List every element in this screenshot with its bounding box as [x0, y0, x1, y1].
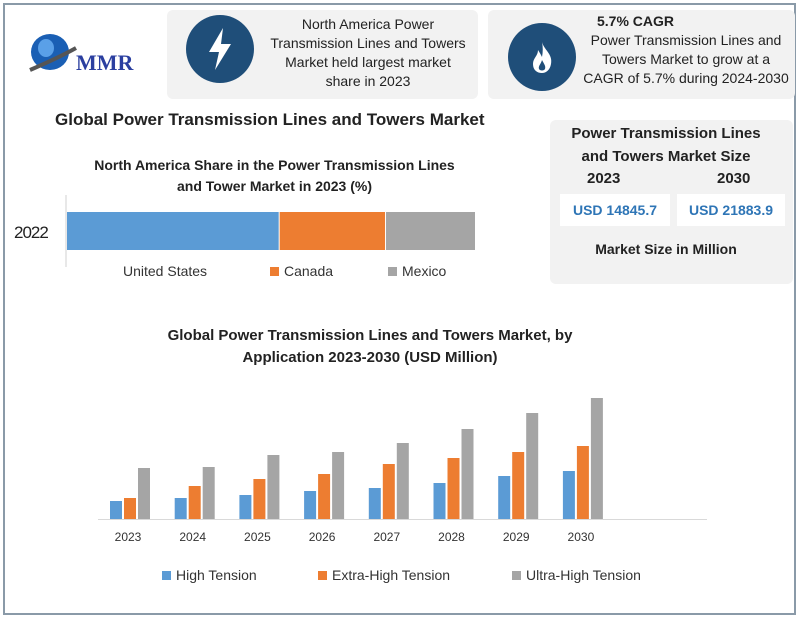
bar-2028-ultra-high-tension [461, 429, 474, 519]
bar-2023-ultra-high-tension [138, 468, 150, 519]
bar-2026-extra-high-tension [318, 474, 331, 519]
legend-high-tension: High Tension [162, 567, 257, 583]
value-2030: USD 21883.9 [677, 194, 785, 226]
flame-icon [508, 23, 576, 91]
bar-2025-high-tension [239, 495, 252, 519]
legend-united-states: United States [123, 263, 207, 279]
application-chart-title: Global Power Transmission Lines and Towe… [167, 327, 573, 366]
info-right-text: Power Transmission Lines and Towers Mark… [583, 32, 789, 86]
legend-label: Mexico [402, 263, 447, 279]
info-left-text: North America Power Transmission Lines a… [270, 16, 466, 89]
application-chart: 2023 2024 2025 2026 2027 2028 2029 2030 [98, 398, 707, 544]
bar-2027-extra-high-tension [382, 464, 395, 519]
x-tick-label: 2025 [244, 530, 271, 544]
x-tick-label: 2026 [309, 530, 336, 544]
bar-2026-high-tension [304, 491, 317, 519]
lightning-bolt-icon [186, 15, 254, 83]
bar-2030-extra-high-tension [576, 446, 589, 519]
share-category-label: 2022 [14, 223, 49, 242]
market-size-footer: Market Size in Million [595, 241, 737, 257]
x-tick-label: 2027 [373, 530, 400, 544]
legend-label: United States [123, 263, 208, 279]
bar-2028-extra-high-tension [447, 458, 460, 519]
x-tick-label: 2030 [568, 530, 595, 544]
bar-2029-high-tension [498, 476, 511, 519]
legend-label: Ultra-High Tension [526, 567, 641, 583]
bar-2030-ultra-high-tension [590, 398, 603, 519]
legend-label: Extra-High Tension [332, 567, 451, 583]
share-chart-title: North America Share in the Power Transmi… [94, 157, 455, 194]
bar-2029-ultra-high-tension [526, 413, 539, 519]
legend-swatch [162, 570, 171, 580]
year-2023: 2023 [587, 170, 621, 187]
bar-2026-ultra-high-tension [332, 452, 345, 519]
bar-2025-ultra-high-tension [267, 455, 280, 519]
x-tick-label: 2028 [438, 530, 465, 544]
bar-canada [279, 212, 386, 250]
bar-2024-extra-high-tension [188, 486, 201, 519]
bar-2030-high-tension [562, 471, 575, 519]
legend-swatch [388, 266, 397, 276]
bar-united-states [67, 212, 279, 250]
year-2030: 2030 [717, 170, 751, 187]
infographic-frame [3, 3, 796, 615]
legend-label: Canada [284, 263, 334, 279]
bar-2024-ultra-high-tension [202, 467, 215, 519]
bar-2023-high-tension [110, 501, 122, 519]
market-size-title: Power Transmission Lines and Towers Mark… [571, 125, 761, 165]
bar-2023-extra-high-tension [124, 498, 136, 519]
x-tick-label: 2024 [179, 530, 206, 544]
legend-mexico: Mexico [388, 263, 446, 279]
legend-swatch [318, 570, 327, 580]
mmr-logo: MMR [28, 28, 143, 78]
x-tick-label: 2029 [503, 530, 530, 544]
legend-canada: Canada [270, 263, 333, 279]
legend-label: High Tension [176, 567, 257, 583]
main-title: Global Power Transmission Lines and Towe… [55, 110, 485, 129]
bar-2027-high-tension [368, 488, 381, 519]
legend-extra-high-tension: Extra-High Tension [318, 567, 450, 583]
bar-2028-high-tension [433, 483, 446, 519]
bar-2024-high-tension [174, 498, 187, 519]
share-chart [65, 195, 475, 267]
legend-ultra-high-tension: Ultra-High Tension [512, 567, 641, 583]
cagr-title: 5.7% CAGR [597, 13, 675, 29]
bar-2027-ultra-high-tension [396, 443, 409, 519]
bar-mexico [386, 212, 475, 250]
x-tick-label: 2023 [115, 530, 142, 544]
legend-swatch [270, 266, 279, 276]
value-2023: USD 14845.7 [560, 194, 670, 226]
globe-icon [29, 34, 77, 72]
bar-2025-extra-high-tension [253, 479, 266, 519]
logo-text: MMR [76, 50, 134, 75]
legend-swatch [512, 570, 521, 580]
bar-2029-extra-high-tension [512, 452, 525, 519]
